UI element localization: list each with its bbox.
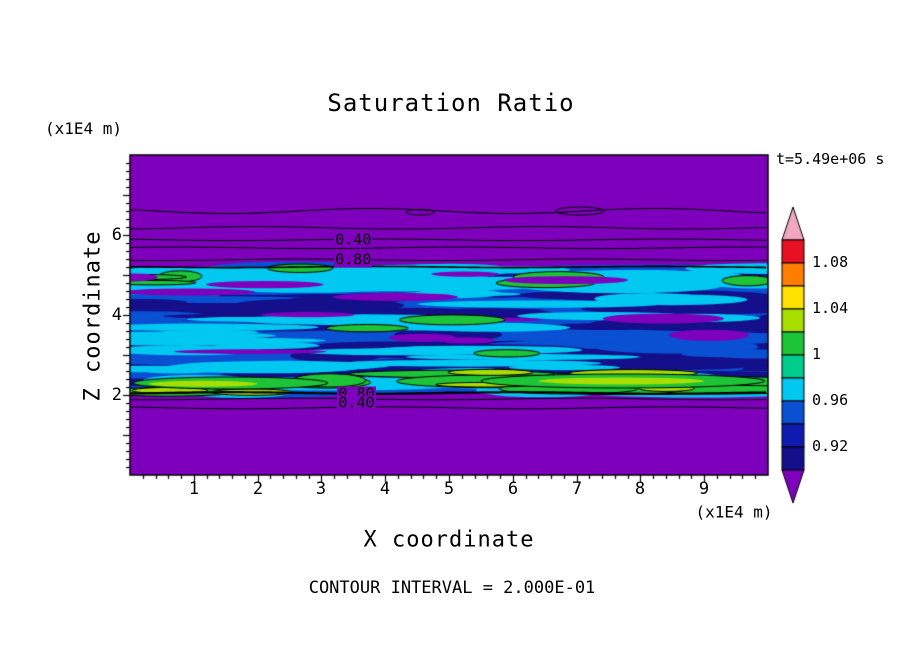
x-tick-label: 3 xyxy=(315,479,327,499)
x-tick-label: 5 xyxy=(443,479,455,499)
colorbar-label: 1.04 xyxy=(812,299,849,317)
y-tick-label: 6 xyxy=(111,225,122,245)
colorbar-label: 1 xyxy=(812,345,822,363)
contour-label: 0.80 xyxy=(334,250,373,269)
y-axis-unit: (x1E4 m) xyxy=(45,119,123,138)
y-tick-label: 2 xyxy=(111,385,122,405)
x-tick-label: 4 xyxy=(379,479,391,499)
x-tick-label: 8 xyxy=(634,479,646,499)
x-axis-label: X coordinate xyxy=(363,527,535,553)
contour-label: 0.40 xyxy=(334,230,373,249)
time-label: t=5.49e+06 s xyxy=(776,150,885,168)
contour-label: 0.40 xyxy=(337,393,376,412)
chart-title: Saturation Ratio xyxy=(327,89,575,117)
x-tick-label: 1 xyxy=(188,479,200,499)
x-tick-label: 7 xyxy=(571,479,583,499)
x-tick-label: 9 xyxy=(698,479,710,499)
x-axis-unit: (x1E4 m) xyxy=(695,502,773,522)
x-tick-label: 2 xyxy=(252,479,264,499)
colorbar-label: 1.08 xyxy=(812,253,849,271)
y-tick-label: 4 xyxy=(111,305,122,325)
colorbar-label: 0.96 xyxy=(812,391,849,409)
colorbar-label: 0.92 xyxy=(812,437,849,455)
x-tick-label: 6 xyxy=(507,479,519,499)
contour-interval-note: CONTOUR INTERVAL = 2.000E-01 xyxy=(308,578,596,598)
